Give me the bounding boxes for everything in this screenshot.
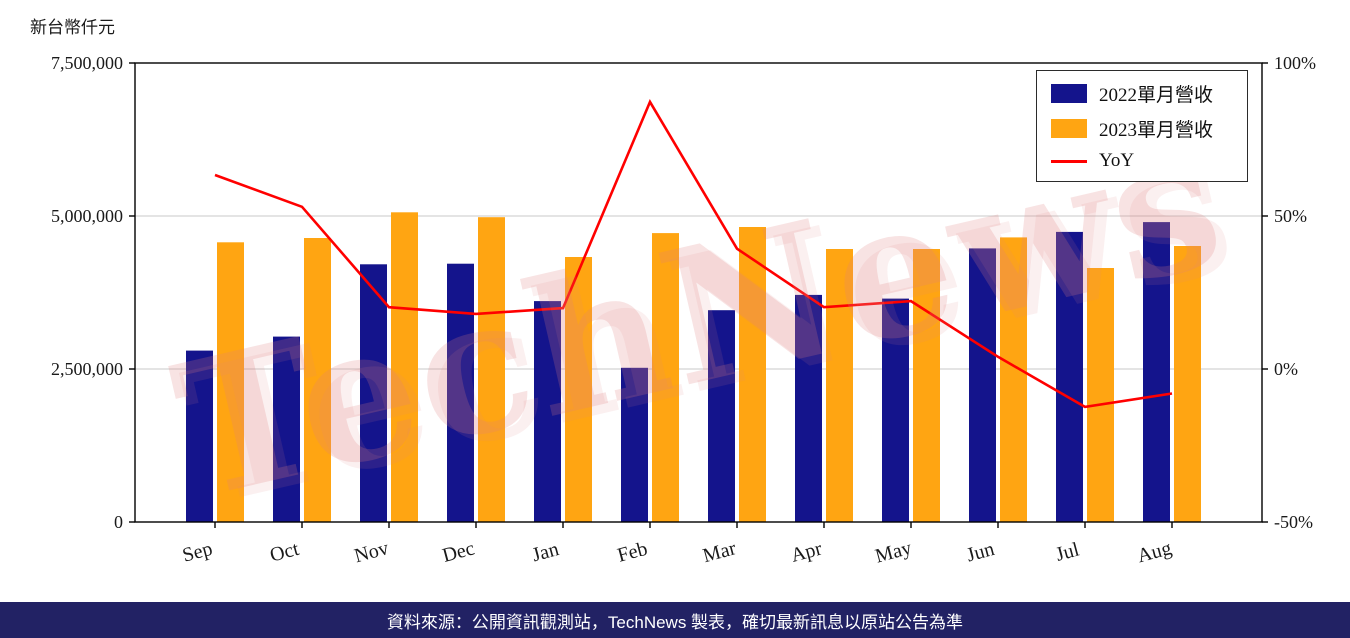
legend-label-yoy: YoY: [1099, 150, 1135, 171]
svg-text:7,500,000: 7,500,000: [51, 53, 123, 73]
svg-text:50%: 50%: [1274, 206, 1307, 226]
legend-item-yoy: YoY: [1051, 150, 1233, 172]
legend-swatch-2023-bar: [1051, 119, 1087, 138]
svg-text:100%: 100%: [1274, 53, 1316, 73]
source-footer-text: 資料來源：公開資訊觀測站，TechNews 製表，確切最新訊息以原站公告為準: [386, 612, 964, 632]
chart-area: 0 2,500,000 5,000,000 7,500,000 -50% 0% 50% 100…: [51, 53, 1316, 568]
axis-unit-label: 新台幣仟元: [30, 18, 115, 37]
legend-label-2022: 2022單月營收: [1099, 85, 1214, 106]
revenue-yoy-chart: 0 2,500,000 5,000,000 7,500,000 -50% 0% 50% 100…: [51, 53, 1316, 568]
svg-text:0%: 0%: [1274, 359, 1298, 379]
svg-text:5,000,000: 5,000,000: [51, 206, 123, 226]
svg-text:Feb: Feb: [615, 538, 650, 567]
legend-swatch-2022-bar: [1051, 84, 1087, 103]
svg-text:0: 0: [114, 512, 123, 532]
svg-text:2,500,000: 2,500,000: [51, 359, 123, 379]
svg-text:Mar: Mar: [701, 537, 739, 567]
svg-text:Jun: Jun: [964, 538, 997, 566]
svg-text:-50%: -50%: [1274, 512, 1313, 532]
svg-text:May: May: [873, 537, 914, 568]
legend-item-2023: 2023單月營收: [1051, 115, 1233, 142]
svg-text:Nov: Nov: [352, 537, 391, 567]
svg-text:Dec: Dec: [440, 537, 477, 567]
legend: 2022單月營收 2023單月營收 YoY: [1036, 70, 1248, 182]
source-footer: 資料來源：公開資訊觀測站，TechNews 製表，確切最新訊息以原站公告為準: [0, 602, 1350, 638]
legend-item-2022: 2022單月營收: [1051, 80, 1233, 107]
legend-swatch-yoy-line: [1051, 159, 1087, 163]
svg-text:Sep: Sep: [180, 538, 215, 567]
legend-label-2023: 2023單月營收: [1099, 120, 1214, 141]
svg-text:Oct: Oct: [268, 538, 302, 567]
svg-text:Jul: Jul: [1053, 538, 1082, 565]
svg-text:Aug: Aug: [1135, 537, 1174, 567]
svg-text:Jan: Jan: [530, 538, 561, 566]
svg-text:Apr: Apr: [789, 537, 825, 566]
